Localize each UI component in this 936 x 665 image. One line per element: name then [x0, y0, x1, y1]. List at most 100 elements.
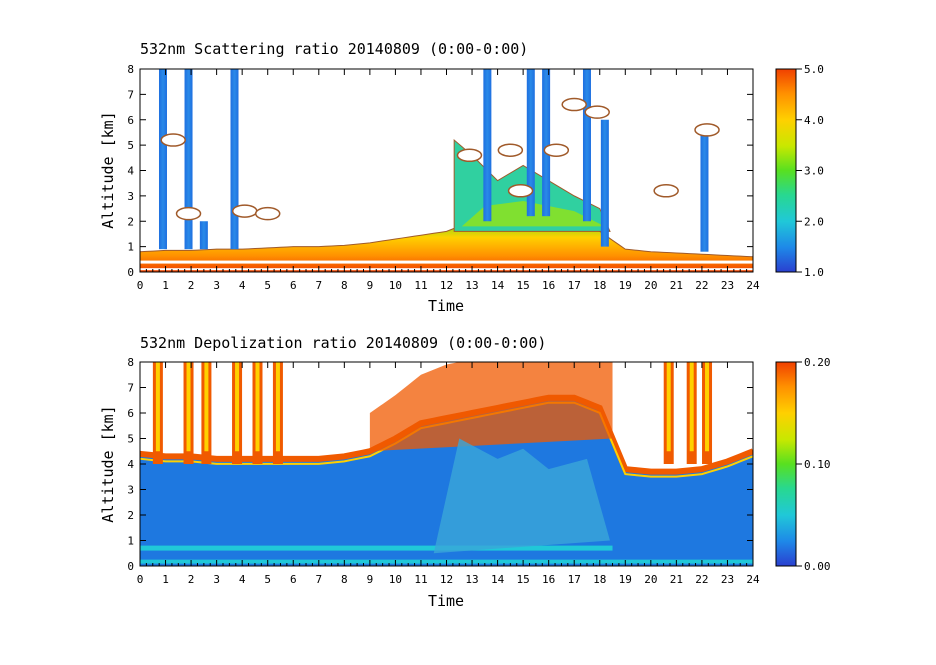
- scattering-plot-area: [140, 69, 753, 272]
- x-tick-label: 7: [315, 279, 322, 292]
- cloud-patch: [543, 143, 570, 157]
- depolarization-column-core: [666, 362, 671, 452]
- depolarization-title: 532nm Depolization ratio 20140809 (0:00-…: [140, 334, 546, 352]
- cloud-column: [158, 69, 167, 250]
- scattering-axes: 0 1 2 3 4 5 6 7 8 9 10 11 12 13 14 15 16 17 18 19 20 21 22 23 24…: [127, 63, 760, 292]
- scattering-colorbar: 1.0 2.0 3.0 4.0 5.0: [775, 63, 824, 279]
- y-tick-label: 8: [127, 356, 134, 369]
- x-tick-label: 16: [542, 573, 555, 586]
- boundary-layer-white-line: [140, 260, 753, 264]
- x-tick-label: 11: [414, 573, 427, 586]
- scattering-panel: 532nm Scattering ratio 20140809 (0:00-0:…: [99, 40, 824, 315]
- cloud-column: [230, 69, 239, 250]
- depolarization-colorbar: 0.00 0.10 0.20: [775, 356, 831, 573]
- cloud-patch: [584, 105, 610, 119]
- x-tick-label: 7: [315, 573, 322, 586]
- x-tick-label: 15: [517, 573, 530, 586]
- cloud-column: [184, 69, 193, 250]
- boundary-layer-band: [140, 545, 613, 551]
- x-tick-label: 24: [746, 573, 760, 586]
- depolarization-column-core: [689, 362, 694, 452]
- x-tick-label: 15: [517, 279, 530, 292]
- x-tick-label: 9: [367, 573, 374, 586]
- x-tick-label: 1: [162, 573, 169, 586]
- colorbar-tick-label: 0.20: [804, 356, 831, 369]
- y-tick-label: 2: [127, 215, 134, 228]
- y-tick-label: 8: [127, 63, 134, 76]
- x-tick-label: 5: [264, 573, 271, 586]
- x-tick-label: 2: [188, 279, 195, 292]
- scattering-ylabel: Altitude [km]: [99, 111, 117, 228]
- depolarization-column-core: [204, 362, 209, 452]
- y-tick-label: 7: [127, 382, 134, 395]
- cloud-patch: [653, 184, 679, 198]
- y-tick-label: 2: [127, 509, 134, 522]
- cloud-column: [600, 119, 609, 247]
- x-tick-label: 20: [644, 279, 657, 292]
- x-tick-label: 18: [593, 279, 606, 292]
- x-tick-label: 4: [239, 279, 246, 292]
- x-tick-label: 1: [162, 279, 169, 292]
- x-tick-label: 4: [239, 573, 246, 586]
- y-tick-label: 0: [127, 560, 134, 573]
- x-tick-label: 21: [670, 573, 683, 586]
- x-tick-label: 2: [188, 573, 195, 586]
- cloud-column: [199, 221, 208, 250]
- x-tick-label: 0: [137, 573, 144, 586]
- x-tick-label: 21: [670, 279, 683, 292]
- high-altitude-noise-band: [369, 362, 613, 452]
- x-tick-label: 24: [746, 279, 760, 292]
- cloud-patch: [507, 184, 534, 198]
- x-tick-label: 0: [137, 279, 144, 292]
- cloud-patch: [175, 206, 202, 221]
- x-tick-label: 3: [213, 279, 220, 292]
- x-tick-label: 20: [644, 573, 657, 586]
- x-tick-label: 23: [721, 573, 734, 586]
- x-tick-label: 17: [568, 279, 581, 292]
- scattering-xlabel: Time: [428, 297, 464, 315]
- depolarization-column-core: [155, 362, 160, 452]
- x-tick-label: 11: [414, 279, 427, 292]
- x-tick-label: 12: [440, 573, 453, 586]
- depolarization-column-core: [275, 362, 280, 452]
- depolarization-ylabel: Altitude [km]: [99, 405, 117, 522]
- y-tick-label: 6: [127, 407, 134, 420]
- colorbar-tick-label: 1.0: [804, 266, 824, 279]
- daytime-mixed-region: [433, 438, 610, 554]
- y-tick-label: 3: [127, 190, 134, 203]
- scattering-title: 532nm Scattering ratio 20140809 (0:00-0:…: [140, 40, 528, 58]
- x-tick-label: 22: [695, 279, 708, 292]
- colorbar-tick-label: 0.00: [804, 560, 831, 573]
- depolarization-column-core: [705, 362, 710, 452]
- colorbar-tick-label: 4.0: [804, 114, 824, 127]
- cloud-patch: [497, 143, 524, 157]
- cloud-patch: [231, 204, 258, 218]
- x-tick-label: 8: [341, 279, 348, 292]
- y-tick-label: 7: [127, 88, 134, 101]
- x-tick-label: 5: [264, 279, 271, 292]
- colorbar-tick-label: 3.0: [804, 165, 824, 178]
- cloud-column: [582, 69, 591, 222]
- y-tick-label: 4: [127, 458, 134, 471]
- y-tick-label: 5: [127, 139, 134, 152]
- y-tick-label: 6: [127, 114, 134, 127]
- y-tick-label: 1: [127, 241, 134, 254]
- x-tick-label: 23: [721, 279, 734, 292]
- cloud-column: [542, 69, 551, 217]
- x-tick-label: 19: [619, 573, 632, 586]
- cloud-patch: [254, 206, 281, 221]
- cloud-patch: [160, 133, 186, 147]
- depolarization-column-core: [186, 362, 191, 452]
- cloud-patch: [456, 148, 483, 163]
- depolarization-panel: 532nm Depolization ratio 20140809 (0:00-…: [99, 334, 831, 610]
- x-tick-label: 8: [341, 573, 348, 586]
- x-tick-label: 18: [593, 573, 606, 586]
- cloud-column: [700, 124, 709, 252]
- depolarization-xlabel: Time: [428, 592, 464, 610]
- depolarization-column-core: [235, 362, 240, 452]
- y-tick-label: 3: [127, 484, 134, 497]
- cloud-patch: [561, 97, 587, 112]
- cloud-column: [483, 69, 492, 222]
- x-tick-label: 6: [290, 573, 297, 586]
